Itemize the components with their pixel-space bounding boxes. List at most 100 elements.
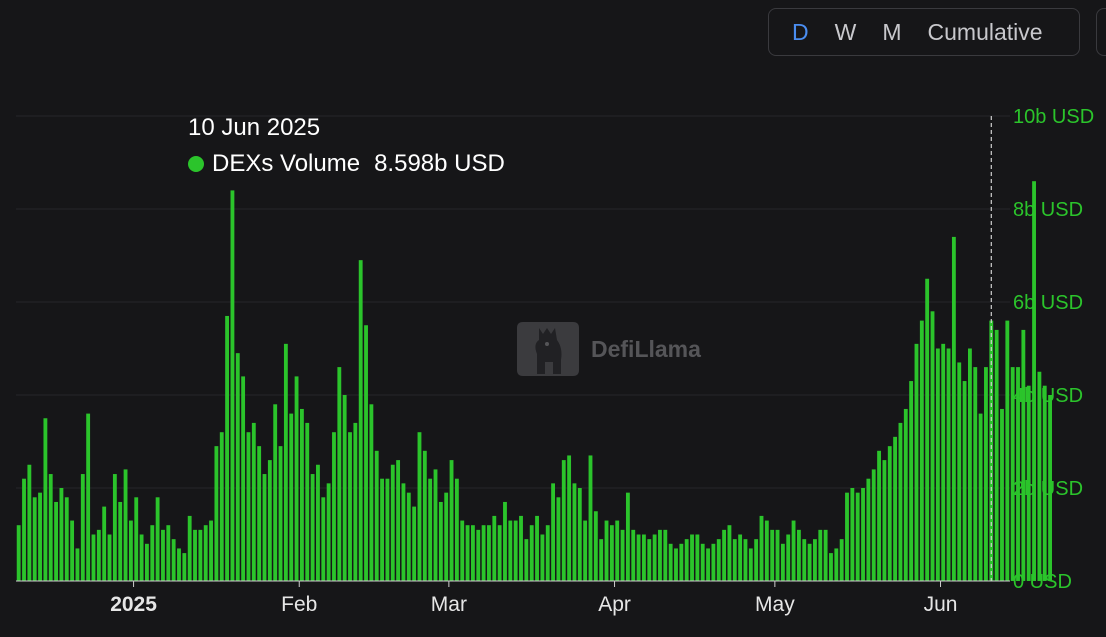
bar[interactable] [727, 525, 732, 581]
bar[interactable] [636, 534, 641, 582]
bar[interactable] [577, 488, 582, 581]
bar[interactable] [428, 478, 433, 581]
bar[interactable] [684, 539, 689, 581]
bar[interactable] [310, 474, 315, 581]
bar[interactable] [70, 520, 75, 581]
bar[interactable] [348, 432, 352, 581]
bar[interactable] [738, 534, 743, 582]
bar[interactable] [102, 506, 107, 581]
bar[interactable] [524, 539, 529, 581]
bar[interactable] [171, 539, 176, 581]
bar[interactable] [177, 548, 181, 581]
bar-highlighted[interactable] [989, 320, 994, 581]
bar[interactable] [829, 553, 833, 581]
bar[interactable] [32, 497, 37, 581]
bar[interactable] [1016, 367, 1020, 581]
bar[interactable] [930, 311, 935, 581]
bar[interactable] [342, 395, 347, 581]
bar[interactable] [353, 422, 358, 581]
bar[interactable] [43, 418, 48, 581]
bar[interactable] [294, 376, 299, 581]
bar[interactable] [588, 455, 593, 581]
bar[interactable] [64, 497, 69, 581]
bar[interactable] [246, 432, 251, 581]
bar[interactable] [567, 455, 572, 581]
bar[interactable] [631, 529, 636, 581]
bar[interactable] [871, 469, 876, 581]
bar[interactable] [22, 478, 26, 581]
bar[interactable] [583, 520, 588, 581]
bar[interactable] [182, 553, 187, 581]
bar[interactable] [551, 483, 556, 581]
bar[interactable] [914, 343, 919, 581]
bar[interactable] [647, 539, 652, 581]
bar[interactable] [145, 543, 149, 581]
bar[interactable] [150, 525, 155, 581]
bar[interactable] [118, 501, 123, 581]
bar[interactable] [935, 348, 940, 582]
toggle-daily-button[interactable]: D [792, 19, 809, 45]
bar[interactable] [882, 460, 887, 581]
bar[interactable] [305, 422, 310, 581]
bar[interactable] [898, 422, 903, 581]
bar[interactable] [946, 348, 951, 582]
bar[interactable] [711, 543, 716, 581]
bar[interactable] [38, 492, 42, 581]
toggle-monthly-button[interactable]: M [882, 19, 902, 45]
bar[interactable] [438, 501, 443, 581]
bar[interactable] [732, 539, 737, 581]
bar[interactable] [748, 548, 753, 581]
bar[interactable] [535, 515, 539, 581]
bar[interactable] [139, 534, 144, 582]
chart-options-button[interactable] [1096, 8, 1106, 56]
bar[interactable] [262, 474, 267, 581]
bar[interactable] [321, 497, 326, 581]
bar[interactable] [1026, 385, 1031, 581]
bar[interactable] [54, 501, 59, 581]
bar[interactable] [861, 488, 865, 581]
bar[interactable] [155, 497, 160, 581]
bar[interactable] [818, 529, 823, 581]
bar[interactable] [48, 474, 53, 581]
bar[interactable] [497, 525, 502, 581]
bar[interactable] [1021, 329, 1026, 581]
bar[interactable] [390, 464, 395, 581]
bar[interactable] [609, 525, 614, 581]
bar[interactable] [620, 529, 625, 581]
bar[interactable] [273, 404, 278, 581]
bar[interactable] [283, 343, 288, 581]
bar[interactable] [187, 515, 192, 581]
bar[interactable] [625, 492, 630, 581]
bar[interactable] [893, 436, 898, 581]
bar[interactable] [16, 525, 21, 581]
bar[interactable] [454, 478, 459, 581]
bar[interactable] [674, 548, 678, 581]
bar[interactable] [316, 464, 320, 581]
bar[interactable] [80, 474, 85, 581]
bar[interactable] [529, 525, 534, 581]
bar[interactable] [700, 543, 705, 581]
bar[interactable] [193, 529, 197, 581]
bar[interactable] [1010, 367, 1015, 581]
bar[interactable] [839, 539, 844, 581]
bar[interactable] [112, 474, 117, 581]
bar[interactable] [973, 367, 978, 581]
bar[interactable] [358, 260, 363, 581]
bar[interactable] [134, 497, 139, 581]
toggle-cumulative-button[interactable]: Cumulative [927, 19, 1043, 45]
bar[interactable] [791, 520, 796, 581]
bar[interactable] [1042, 385, 1047, 581]
bar[interactable] [593, 511, 598, 581]
bar[interactable] [663, 529, 668, 581]
bar[interactable] [257, 446, 262, 581]
bar[interactable] [984, 367, 988, 581]
bar[interactable] [519, 515, 523, 581]
bar[interactable] [476, 529, 481, 581]
bar[interactable] [230, 190, 235, 581]
bar[interactable] [460, 520, 465, 581]
bar[interactable] [123, 469, 128, 581]
bar[interactable] [401, 483, 406, 581]
bar[interactable] [1005, 320, 1010, 581]
bar[interactable] [887, 446, 892, 581]
